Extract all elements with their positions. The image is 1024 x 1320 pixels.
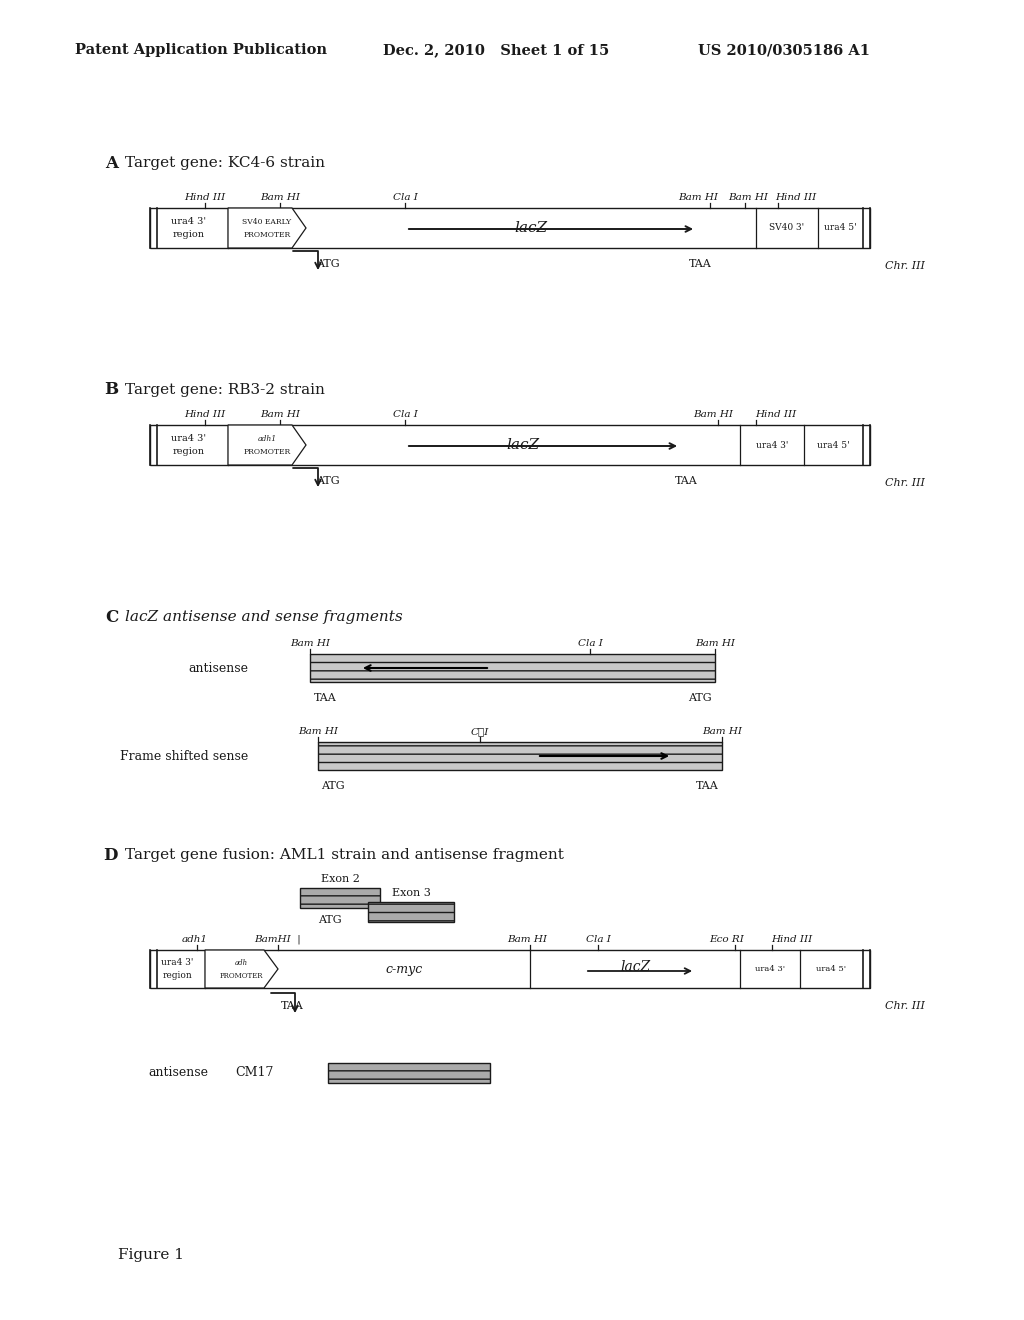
Text: US 2010/0305186 A1: US 2010/0305186 A1 bbox=[698, 44, 870, 57]
Text: Bam HI: Bam HI bbox=[728, 193, 768, 202]
Text: Bam HI: Bam HI bbox=[507, 935, 547, 944]
Polygon shape bbox=[228, 209, 306, 248]
Text: ATG: ATG bbox=[322, 781, 345, 791]
Text: C✕I: C✕I bbox=[471, 727, 489, 737]
Text: Bam HI: Bam HI bbox=[695, 639, 735, 648]
Text: Bam HI: Bam HI bbox=[678, 193, 718, 202]
Text: Bam HI: Bam HI bbox=[260, 193, 300, 202]
Text: c-myc: c-myc bbox=[385, 962, 423, 975]
Bar bbox=[150, 209, 870, 248]
Bar bbox=[368, 902, 454, 921]
Text: adh: adh bbox=[234, 960, 248, 968]
Text: ura4 3': ura4 3' bbox=[756, 441, 788, 450]
Text: region: region bbox=[163, 972, 193, 979]
Bar bbox=[300, 888, 380, 908]
Text: BamHI  |: BamHI | bbox=[255, 935, 301, 944]
Text: Hind III: Hind III bbox=[775, 193, 816, 202]
Text: Patent Application Publication: Patent Application Publication bbox=[75, 44, 327, 57]
Text: Hind III: Hind III bbox=[184, 411, 225, 418]
Text: region: region bbox=[173, 230, 205, 239]
Text: Target gene: RB3-2 strain: Target gene: RB3-2 strain bbox=[125, 383, 325, 397]
Text: TAA: TAA bbox=[281, 1001, 303, 1011]
Text: ura4 3': ura4 3' bbox=[755, 965, 785, 973]
Text: SV40 EARLY: SV40 EARLY bbox=[243, 218, 292, 226]
Text: Bam HI: Bam HI bbox=[298, 727, 338, 737]
Polygon shape bbox=[205, 950, 278, 987]
Text: Cla I: Cla I bbox=[392, 193, 418, 202]
Bar bbox=[318, 742, 722, 770]
Text: CM17: CM17 bbox=[234, 1067, 273, 1080]
Text: TAA: TAA bbox=[313, 693, 336, 704]
Bar bbox=[150, 950, 870, 987]
Text: Hind III: Hind III bbox=[756, 411, 797, 418]
Text: Bam HI: Bam HI bbox=[260, 411, 300, 418]
Text: Hind III: Hind III bbox=[771, 935, 813, 944]
Text: lacZ: lacZ bbox=[507, 438, 540, 451]
Text: ATG: ATG bbox=[688, 693, 712, 704]
Text: Hind III: Hind III bbox=[184, 193, 225, 202]
Text: lacZ antisense and sense fragments: lacZ antisense and sense fragments bbox=[125, 610, 402, 624]
Text: PROMOTER: PROMOTER bbox=[244, 231, 291, 239]
Text: ura4 3': ura4 3' bbox=[171, 434, 207, 444]
Text: PROMOTER: PROMOTER bbox=[244, 447, 291, 455]
Text: adh1: adh1 bbox=[182, 935, 208, 944]
Polygon shape bbox=[228, 425, 306, 465]
Text: ATG: ATG bbox=[318, 915, 342, 925]
Text: ATG: ATG bbox=[316, 259, 340, 269]
Text: ura4 5': ura4 5' bbox=[824, 223, 857, 232]
Text: Cla I: Cla I bbox=[392, 411, 418, 418]
Text: ura4 5': ura4 5' bbox=[817, 441, 850, 450]
Text: ura4 3': ura4 3' bbox=[171, 216, 207, 226]
Text: Chr. III: Chr. III bbox=[885, 1001, 925, 1011]
Bar bbox=[328, 1063, 490, 1082]
Text: Bam HI: Bam HI bbox=[290, 639, 330, 648]
Bar bbox=[310, 653, 715, 682]
Text: adh1: adh1 bbox=[257, 436, 276, 444]
Text: C: C bbox=[104, 609, 118, 626]
Text: ura4 5': ura4 5' bbox=[816, 965, 847, 973]
Text: antisense: antisense bbox=[148, 1067, 208, 1080]
Text: PROMOTER: PROMOTER bbox=[220, 972, 263, 979]
Text: lacZ: lacZ bbox=[620, 960, 650, 974]
Text: lacZ: lacZ bbox=[514, 220, 548, 235]
Text: region: region bbox=[173, 447, 205, 455]
Text: Exon 3: Exon 3 bbox=[391, 888, 430, 898]
Text: B: B bbox=[103, 381, 118, 399]
Text: Eco RI: Eco RI bbox=[710, 935, 744, 944]
Text: Cla I: Cla I bbox=[586, 935, 610, 944]
Text: Dec. 2, 2010   Sheet 1 of 15: Dec. 2, 2010 Sheet 1 of 15 bbox=[383, 44, 609, 57]
Text: Exon 2: Exon 2 bbox=[321, 874, 359, 884]
Text: Target gene: KC4-6 strain: Target gene: KC4-6 strain bbox=[125, 156, 325, 170]
Text: Chr. III: Chr. III bbox=[885, 478, 925, 488]
Bar bbox=[150, 425, 870, 465]
Text: Target gene fusion: AML1 strain and antisense fragment: Target gene fusion: AML1 strain and anti… bbox=[125, 847, 564, 862]
Text: TAA: TAA bbox=[695, 781, 719, 791]
Text: ATG: ATG bbox=[316, 477, 340, 486]
Text: ura4 3': ura4 3' bbox=[162, 958, 194, 968]
Text: A: A bbox=[105, 154, 118, 172]
Text: TAA: TAA bbox=[675, 477, 697, 486]
Text: Frame shifted sense: Frame shifted sense bbox=[120, 750, 248, 763]
Text: Bam HI: Bam HI bbox=[702, 727, 742, 737]
Text: antisense: antisense bbox=[188, 661, 248, 675]
Text: Figure 1: Figure 1 bbox=[118, 1247, 184, 1262]
Text: TAA: TAA bbox=[688, 259, 712, 269]
Text: Cla I: Cla I bbox=[578, 639, 602, 648]
Text: Chr. III: Chr. III bbox=[885, 261, 925, 271]
Text: D: D bbox=[103, 846, 118, 863]
Text: SV40 3': SV40 3' bbox=[769, 223, 805, 232]
Text: Bam HI: Bam HI bbox=[693, 411, 733, 418]
